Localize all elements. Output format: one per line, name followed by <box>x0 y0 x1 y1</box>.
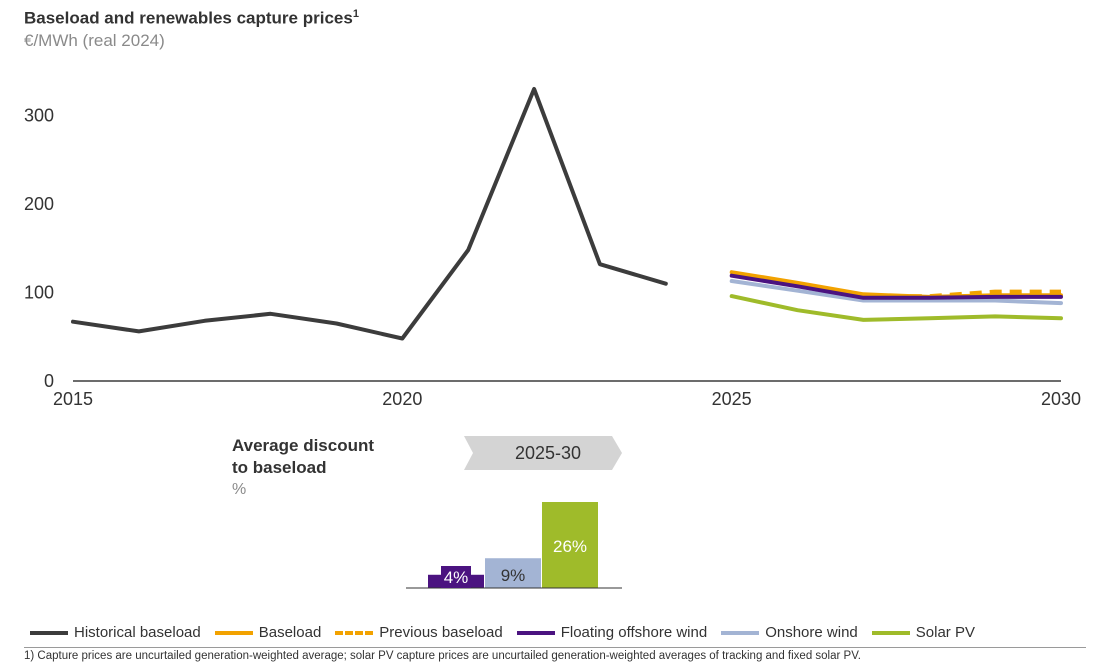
bar-data-label: 26% <box>553 537 587 556</box>
series-line-solar-pv <box>729 294 1063 322</box>
discount-bar <box>542 502 598 588</box>
legend-label: Historical baseload <box>74 624 201 641</box>
x-tick-label: 2020 <box>382 389 422 409</box>
period-arrow <box>464 436 622 470</box>
series-line-onshore-wind <box>729 279 1063 306</box>
discount-bar <box>485 558 541 588</box>
chart-title: Baseload and renewables capture prices1 <box>24 8 359 28</box>
chart-legend: Historical baseload Baseload Previous base… <box>30 624 989 641</box>
legend-swatch <box>721 630 760 635</box>
legend-swatch <box>30 630 68 635</box>
data-label-bg <box>441 566 471 588</box>
legend-label: Previous baseload <box>379 624 503 641</box>
y-tick-label: 200 <box>24 194 54 214</box>
discount-title: Average discount to baseload <box>232 436 375 477</box>
legend-label: Floating offshore wind <box>560 624 708 641</box>
y-tick-label: 100 <box>24 283 54 303</box>
x-tick-label: 2025 <box>712 389 752 409</box>
bar-data-label: 9% <box>501 566 526 585</box>
legend-label: Baseload <box>258 624 322 641</box>
footnote-divider <box>24 647 1086 648</box>
legend-item: Floating offshore wind <box>516 624 708 641</box>
series-line-floating-offshore-wind <box>729 273 1063 300</box>
footnote: 1) Capture prices are uncurtailed genera… <box>24 650 862 662</box>
x-tick-label: 2030 <box>1041 389 1081 409</box>
line-chart: 0 100 200 300 2015 2020 2025 2030 <box>24 87 1081 409</box>
legend-item: Onshore wind <box>721 624 858 641</box>
legend-item: Solar PV <box>871 624 975 641</box>
legend-item: Previous baseload <box>335 624 503 641</box>
legend-item: Historical baseload <box>30 624 201 641</box>
discount-unit: % <box>232 481 247 498</box>
y-tick-label: 0 <box>44 371 54 391</box>
bar-data-label: 4% <box>444 568 469 587</box>
x-tick-label: 2015 <box>53 389 93 409</box>
legend-swatch <box>214 630 253 635</box>
legend-swatch <box>335 630 374 635</box>
discount-bar <box>428 574 484 588</box>
chart-subtitle: €/MWh (real 2024) <box>24 31 165 50</box>
legend-label: Solar PV <box>915 624 975 641</box>
legend-swatch <box>871 630 910 635</box>
legend-label: Onshore wind <box>765 624 858 641</box>
period-label: 2025-30 <box>515 443 581 463</box>
legend-swatch <box>516 630 555 635</box>
series-line-historical-baseload <box>71 87 668 341</box>
y-tick-label: 300 <box>24 106 54 126</box>
legend-item: Baseload <box>214 624 322 641</box>
